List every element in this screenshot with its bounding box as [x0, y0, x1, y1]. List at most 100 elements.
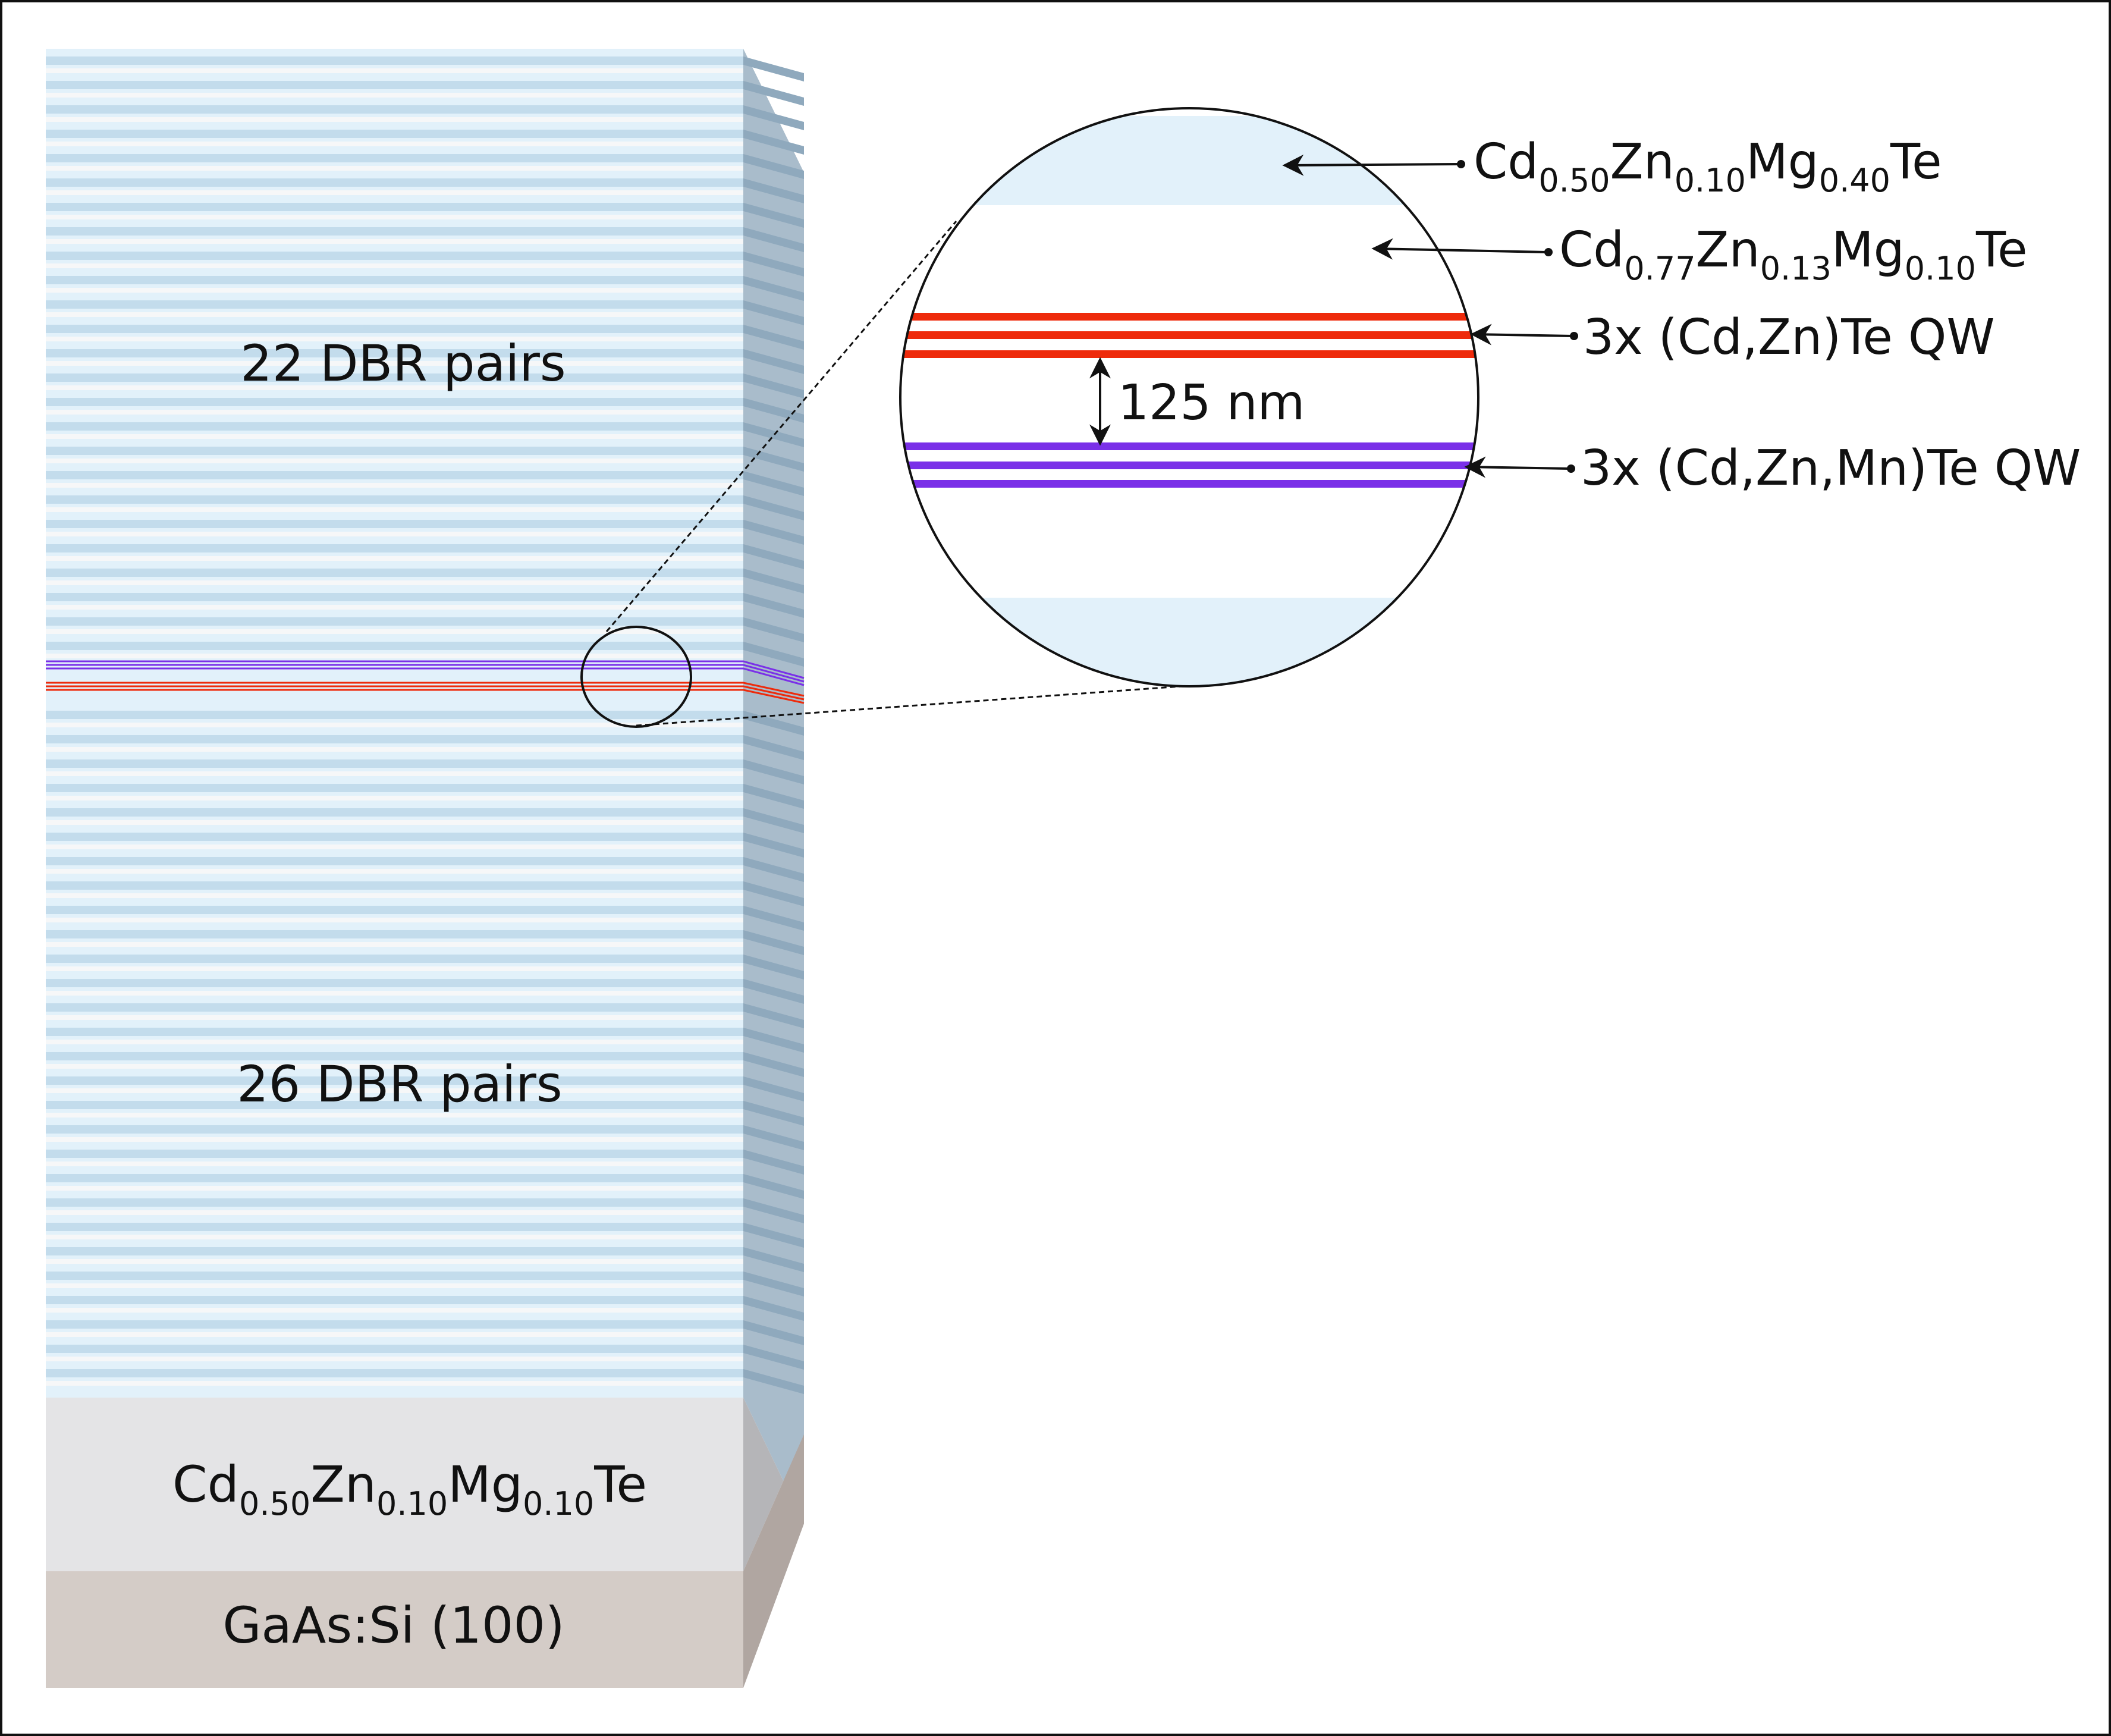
dbr-stripe-dark	[46, 276, 743, 284]
dbr-stripe-light	[46, 580, 743, 585]
dbr-side-stripe	[743, 906, 804, 931]
dbr-stripe-light	[46, 434, 743, 439]
dbr-stripe-light	[46, 991, 743, 996]
dbr-stripe-dark	[46, 979, 743, 987]
dbr-stripe-dark	[46, 808, 743, 817]
leader-arrow-qw-purple	[1464, 456, 1570, 478]
dbr-stripe-light	[46, 361, 743, 366]
dbr-stripe-light	[46, 942, 743, 947]
dbr-stripe-light	[46, 723, 743, 727]
dbr-stripe-dark	[46, 711, 743, 719]
qw-purple-line	[46, 667, 805, 686]
dbr-stripe-light	[46, 1259, 743, 1264]
dbr-side-stripe	[743, 252, 804, 277]
dbr-stripe-dark	[46, 784, 743, 792]
dbr-stripe-dark	[46, 617, 743, 626]
dbr-stripe-light	[46, 1186, 743, 1191]
dbr-stripe-dark	[46, 154, 743, 162]
zoom-layer-label-barrier-inner: Cd0.77Zn0.13Mg0.10Te	[1559, 222, 2028, 287]
dbr-stripe-light	[46, 312, 743, 317]
dbr-stripe-light	[46, 1210, 743, 1215]
dbr-stripe-light	[46, 1308, 743, 1313]
dbr-stripe-dark	[46, 833, 743, 841]
dbr-stripe-dark	[46, 642, 743, 650]
dbr-side-stripe	[743, 1223, 804, 1248]
dbr-stripe-light	[46, 190, 743, 195]
zoom-qw-red	[900, 331, 1478, 339]
zoom-circle-outline	[899, 107, 1479, 688]
dbr-stripe-light	[46, 820, 743, 825]
dbr-side-stripe	[743, 808, 804, 833]
dbr-stripe-dark	[46, 1272, 743, 1280]
dbr-stripe-dark	[46, 471, 743, 479]
qw-red-line	[46, 689, 805, 704]
dbr-side-stripe	[743, 833, 804, 858]
dbr-stripe-dark	[46, 735, 743, 743]
dbr-side-stripe	[743, 422, 804, 447]
dbr-stripe-light	[46, 1040, 743, 1044]
dbr-side-stripe	[743, 930, 804, 955]
dbr-stripe-dark	[46, 955, 743, 963]
dbr-side-stripe	[743, 1052, 804, 1077]
dbr-stripe-light	[46, 1161, 743, 1166]
zoom-layer-label-qw-red: 3x (Cd,Zn)Te QW	[1583, 309, 1995, 366]
dbr-stripe-dark	[46, 1247, 743, 1255]
dbr-stack	[46, 49, 804, 1524]
dbr-stripe-dark	[46, 1174, 743, 1182]
zoom-layer-label-qw-purple: 3x (Cd,Zn,Mn)Te QW	[1581, 440, 2081, 497]
buffer-layer-label: Cd0.50Zn0.10Mg0.10Te	[172, 1455, 647, 1522]
dbr-stripe-light	[46, 507, 743, 512]
dbr-side-stripes	[743, 56, 804, 1394]
dbr-stripe-dark	[46, 56, 743, 65]
dbr-stripe-light	[46, 239, 743, 244]
dbr-side-stripe	[743, 1101, 804, 1126]
dbr-stripe-dark	[46, 252, 743, 260]
dbr-side-stripe	[743, 1296, 804, 1321]
dbr-stripe-light	[46, 385, 743, 390]
dbr-stripe-dark	[46, 325, 743, 333]
dbr-stripe-light	[46, 1015, 743, 1020]
dbr-stripe-dark	[46, 1076, 743, 1085]
zoom-qw-red	[900, 313, 1478, 321]
dbr-stripe-dark	[46, 1028, 743, 1036]
dbr-stripe-light	[46, 1113, 743, 1117]
buffer-layer	[46, 1398, 743, 1571]
dbr-stripe-dark	[46, 227, 743, 236]
dbr-side-stripe	[743, 593, 804, 618]
dbr-side-stripe	[743, 300, 804, 325]
dbr-side-stripe	[743, 1247, 804, 1272]
dbr-side-stripe	[743, 471, 804, 496]
zoom-qw-red	[900, 350, 1478, 358]
dbr-stripe-light	[46, 605, 743, 610]
dbr-side-stripe	[743, 1150, 804, 1175]
dbr-side-stripe	[743, 784, 804, 809]
dbr-side-stripe	[743, 1003, 804, 1028]
dbr-side-stripe	[743, 1076, 804, 1101]
dbr-side-stripe	[743, 569, 804, 594]
leader-arrows	[1282, 154, 1578, 478]
dbr-stripe-dark	[46, 1125, 743, 1134]
dbr-stripe-light	[46, 556, 743, 561]
dbr-side-stripe	[743, 642, 804, 667]
dbr-side-stripe	[743, 520, 804, 545]
dbr-side-stripe	[743, 1174, 804, 1199]
zoom-layer-label-barrier-outer: Cd0.50Zn0.10Mg0.40Te	[1474, 134, 1942, 199]
dbr-stripe-light	[46, 966, 743, 971]
dbr-stripe-light	[46, 68, 743, 73]
dbr-stripe-dark	[46, 569, 743, 577]
dbr-side-stripe	[743, 276, 804, 301]
qw-red-line	[46, 682, 805, 697]
dbr-stripe-dark	[46, 178, 743, 187]
dbr-stripe-light	[46, 215, 743, 219]
dbr-side-stripe	[743, 373, 804, 398]
dbr-stripe-dark	[46, 1345, 743, 1353]
dbr-stripe-dark	[46, 906, 743, 914]
dbr-stripe-light	[46, 1235, 743, 1239]
dbr-side-stripe	[743, 617, 804, 642]
dbr-stripe-light	[46, 142, 743, 146]
dbr-side-stripe	[743, 349, 804, 374]
qw-lines-main	[46, 660, 805, 704]
dbr-side-stripe	[743, 881, 804, 906]
dbr-stripe-dark	[46, 1101, 743, 1109]
dbr-stripe-light	[46, 532, 743, 536]
